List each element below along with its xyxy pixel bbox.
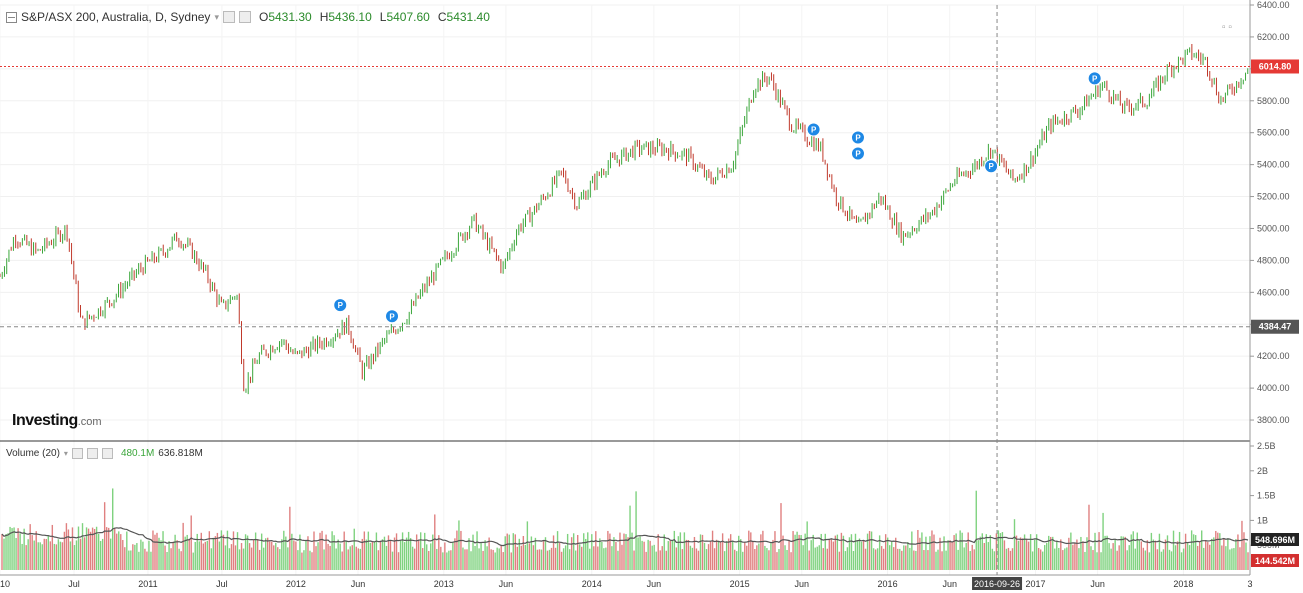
price-tick-label: 6400.00: [1257, 0, 1290, 10]
volume-bars: [1, 488, 1249, 570]
price-tick-label: 5800.00: [1257, 96, 1290, 106]
settings-icon[interactable]: [86, 448, 98, 459]
crosshair-price-label: 4384.47: [1251, 319, 1299, 334]
event-pin[interactable]: P: [1087, 71, 1102, 86]
price-tick-label: 6200.00: [1257, 32, 1290, 42]
time-tick-label: Jun: [1090, 579, 1105, 589]
pin-icon: P: [811, 126, 817, 135]
time-tick-label: 2015: [730, 579, 750, 589]
pin-circle: [333, 298, 348, 313]
collapse-icon[interactable]: [6, 11, 17, 23]
price-tick-label: 3800.00: [1257, 415, 1290, 425]
time-tick-label: Jun: [647, 579, 662, 589]
time-tick-label: Jun: [499, 579, 514, 589]
investing-logo: Investing.com: [12, 412, 102, 429]
ohlc-high: H5436.10: [319, 10, 372, 24]
dropdown-caret-icon[interactable]: ▾: [214, 11, 219, 22]
event-pin[interactable]: P: [806, 122, 821, 137]
volume-legend: Volume (20) ▾ 480.1M 636.818M: [6, 448, 203, 459]
current-price-label: 6014.80: [1251, 59, 1299, 74]
time-axis: 2010 Jul 2011 Jul 2012 Jun 2013 Jun 2014 Jun 2015 J…: [0, 579, 1253, 589]
event-pin[interactable]: P: [984, 159, 999, 174]
visibility-icon[interactable]: [222, 11, 235, 23]
price-tick-label: 4200.00: [1257, 351, 1290, 361]
time-tick-label: Jun: [942, 579, 957, 589]
svg-text:144.542M: 144.542M: [1255, 556, 1295, 566]
pin-icon: P: [338, 301, 344, 310]
pin-circle: [984, 159, 999, 174]
event-pin[interactable]: P: [850, 130, 865, 145]
volume-value-label: 548.696M: [1251, 533, 1299, 546]
time-tick-label: 2016: [878, 579, 898, 589]
close-icon[interactable]: [101, 448, 113, 459]
time-tick-label: Jul: [68, 579, 80, 589]
chart-control-icons[interactable]: ▫ ▫: [1222, 22, 1232, 33]
price-tick-label: 4800.00: [1257, 255, 1290, 265]
event-pin[interactable]: P: [850, 146, 865, 161]
pin-icon: P: [855, 133, 861, 142]
time-tick-label: Jul: [216, 579, 228, 589]
time-tick-label: 2017: [1025, 579, 1045, 589]
price-tick-label: 4000.00: [1257, 383, 1290, 393]
volume-value: 480.1M: [120, 448, 155, 459]
volume-ma-value-label: 144.542M: [1251, 554, 1299, 567]
pin-circle: [850, 130, 865, 145]
pin-circle: [806, 122, 821, 137]
event-pin[interactable]: P: [333, 298, 348, 313]
volume-ma-line: [1, 527, 1249, 547]
ohlc-open: O5431.30: [258, 10, 312, 24]
price-tick-label: 5200.00: [1257, 192, 1290, 202]
volume-ma-value: 636.818M: [158, 448, 203, 459]
volume-tick-label: 1B: [1257, 515, 1268, 525]
pin-icon: P: [988, 162, 994, 171]
time-tick-label: 2012: [286, 579, 306, 589]
dropdown-caret-icon[interactable]: ▾: [63, 449, 68, 458]
time-tick-label: Jun: [795, 579, 810, 589]
price-series: [0, 43, 1251, 395]
time-tick-label: Jun: [351, 579, 366, 589]
grid: [0, 4, 1251, 575]
volume-tick-label: 2B: [1257, 466, 1268, 476]
time-tick-label: 2014: [582, 579, 602, 589]
price-tick-label: 5600.00: [1257, 128, 1290, 138]
time-tick-label: 2011: [138, 579, 157, 589]
svg-text:4384.47: 4384.47: [1259, 322, 1292, 332]
time-tick-label: 2010: [0, 579, 10, 589]
volume-tick-label: 2.5B: [1257, 441, 1276, 451]
ohlc-close: C5431.40: [437, 10, 490, 24]
svg-text:6014.80: 6014.80: [1259, 61, 1292, 71]
svg-text:2016-09-26: 2016-09-26: [974, 579, 1020, 589]
event-pin[interactable]: P: [385, 309, 400, 324]
svg-text:548.696M: 548.696M: [1255, 535, 1295, 545]
time-tick-label: 2018: [1173, 579, 1193, 589]
symbol-title[interactable]: S&P/ASX 200, Australia, D, Sydney: [21, 10, 211, 24]
crosshair-date-label: 2016-09-26: [972, 577, 1023, 590]
price-tick-label: 5400.00: [1257, 160, 1290, 170]
volume-tick-label: 1.5B: [1257, 491, 1276, 501]
series-legend: S&P/ASX 200, Australia, D, Sydney ▾ O543…: [6, 10, 490, 24]
volume-title[interactable]: Volume (20): [6, 448, 60, 459]
pin-icon: P: [855, 149, 861, 158]
price-tick-label: 5000.00: [1257, 223, 1290, 233]
ohlc-low: L5407.60: [379, 10, 430, 24]
pin-icon: P: [389, 312, 395, 321]
time-tick-label: 2013: [434, 579, 454, 589]
pin-icon: P: [1092, 74, 1098, 83]
price-tick-label: 4600.00: [1257, 287, 1290, 297]
visibility-icon[interactable]: [71, 448, 83, 459]
pin-circle: [385, 309, 400, 324]
pin-circle: [850, 146, 865, 161]
settings-icon[interactable]: [238, 11, 251, 23]
pin-circle: [1087, 71, 1102, 86]
time-tick-label: 3: [1247, 579, 1252, 589]
